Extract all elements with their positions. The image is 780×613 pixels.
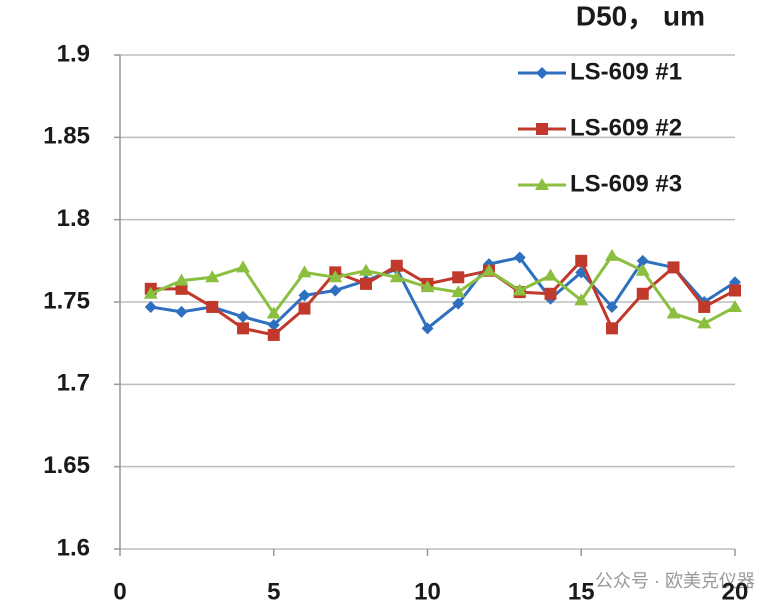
point (206, 300, 219, 313)
point (143, 286, 158, 299)
point (605, 248, 619, 261)
point (543, 268, 558, 281)
x-tick-label: 10 (414, 578, 441, 605)
y-tick-label: 1.8 (57, 205, 90, 232)
point (729, 284, 741, 297)
point (536, 67, 548, 79)
point (144, 300, 157, 313)
point (535, 178, 549, 190)
point (329, 284, 342, 297)
point (667, 261, 680, 274)
point (236, 260, 250, 273)
point (666, 306, 681, 319)
point (390, 259, 403, 272)
point (359, 263, 373, 276)
point (574, 293, 589, 306)
point (237, 322, 249, 335)
point (452, 271, 465, 284)
point (328, 270, 343, 283)
point (266, 306, 281, 319)
legend-label: LS-609 #3 (570, 170, 682, 197)
point (298, 302, 311, 315)
y-tick-label: 1.65 (43, 452, 90, 479)
x-tick-label: 20 (722, 578, 749, 605)
point (482, 263, 496, 276)
point (389, 270, 404, 283)
point (205, 270, 220, 283)
point (636, 287, 649, 300)
series-line (150, 254, 736, 325)
point (237, 310, 249, 323)
point (267, 328, 280, 341)
point (536, 123, 548, 135)
y-tick-label: 1.9 (57, 40, 90, 67)
x-tick-label: 15 (568, 578, 595, 605)
point (728, 299, 742, 312)
y-tick-label: 1.85 (43, 123, 90, 150)
point (606, 300, 618, 313)
point (452, 297, 465, 310)
point (267, 319, 280, 332)
point (698, 300, 711, 313)
x-tick-label: 5 (267, 578, 280, 605)
point (298, 289, 311, 302)
point (513, 251, 526, 264)
y-tick-label: 1.6 (57, 534, 90, 561)
y-tick-label: 1.75 (43, 287, 90, 314)
legend-label: LS-609 #1 (570, 58, 682, 85)
point (174, 273, 189, 286)
x-tick-label: 0 (113, 578, 126, 605)
point (175, 305, 188, 318)
point (451, 285, 466, 298)
point (606, 322, 618, 335)
point (175, 282, 188, 295)
point (421, 322, 434, 335)
chart-title: D50， um (576, 0, 705, 31)
point (575, 254, 588, 267)
y-tick-label: 1.7 (57, 370, 90, 397)
point (544, 287, 557, 300)
point (635, 263, 650, 276)
point (697, 316, 712, 329)
watermark: 公众号 · 欧美克仪器 (595, 571, 755, 591)
legend-label: LS-609 #2 (570, 114, 682, 141)
point (297, 265, 312, 278)
point (420, 280, 435, 293)
point (636, 254, 649, 267)
point (512, 283, 527, 296)
point (360, 277, 372, 290)
